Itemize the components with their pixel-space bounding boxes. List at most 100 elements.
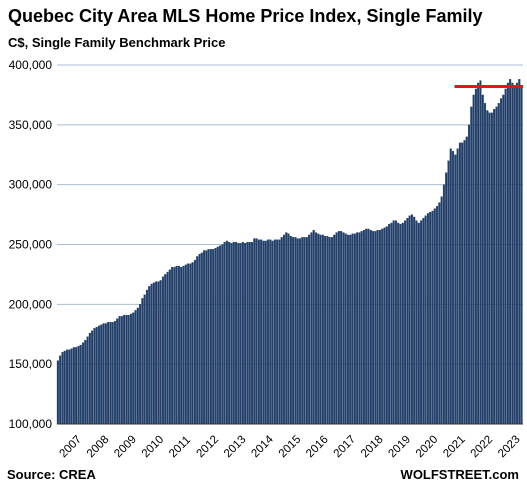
price-bar [271, 240, 274, 425]
price-bar [458, 142, 461, 425]
price-bar [513, 85, 516, 425]
price-bar [481, 94, 484, 425]
price-bar [410, 214, 413, 425]
price-bar [118, 316, 121, 425]
x-tick-label: 2009 [112, 434, 139, 461]
price-bar [109, 322, 112, 425]
price-bar [520, 85, 523, 425]
price-bar [132, 312, 135, 425]
price-bar [486, 110, 489, 425]
price-bar [296, 238, 299, 425]
price-bar [394, 220, 397, 425]
x-tick-label: 2008 [85, 434, 112, 461]
price-bar [413, 216, 416, 425]
price-bar [262, 240, 265, 425]
price-bar [442, 184, 445, 425]
price-bar [516, 82, 519, 425]
price-bar [454, 154, 457, 425]
price-bar [397, 222, 400, 425]
price-bar [436, 206, 439, 425]
price-bar [116, 318, 119, 425]
price-bar [180, 267, 183, 425]
price-bar [107, 322, 110, 425]
price-bar [470, 106, 473, 425]
price-bar [155, 281, 158, 425]
price-bar [152, 282, 155, 425]
price-bar [189, 263, 192, 425]
price-bar [426, 213, 429, 425]
price-bar [374, 231, 377, 425]
price-bar [86, 336, 89, 425]
y-tick-label: 350,000 [9, 118, 53, 132]
price-bar [177, 265, 180, 425]
price-bar [330, 237, 333, 425]
price-bar [196, 256, 199, 425]
price-bar [184, 264, 187, 425]
price-bar [168, 269, 171, 425]
price-bar [145, 289, 148, 425]
price-bar [477, 82, 480, 425]
price-bar [255, 238, 258, 425]
price-bar [221, 244, 224, 425]
price-bar [461, 142, 464, 425]
price-bar [488, 112, 491, 425]
price-bar [317, 233, 320, 425]
price-bar [511, 82, 514, 425]
price-bar [344, 233, 347, 425]
price-bar [328, 237, 331, 425]
price-bar [385, 226, 388, 425]
price-bar [340, 231, 343, 425]
price-bar [232, 241, 235, 425]
price-bar [235, 241, 238, 425]
price-bar [280, 237, 283, 425]
price-bar [429, 212, 432, 425]
price-bar [472, 94, 475, 425]
source-label: Source: CREA [7, 467, 96, 482]
price-bar [283, 234, 286, 425]
y-tick-label: 250,000 [9, 238, 53, 252]
price-bar [200, 252, 203, 425]
price-bar [228, 241, 231, 425]
price-bar [308, 234, 311, 425]
price-bar [518, 79, 521, 425]
x-tick-label: 2012 [195, 434, 222, 461]
price-bar [431, 210, 434, 425]
price-bar [70, 348, 73, 425]
price-bar [335, 232, 338, 425]
price-bar [369, 230, 372, 425]
price-bar [175, 265, 178, 425]
y-tick-label: 400,000 [9, 58, 53, 72]
price-bar [79, 344, 82, 425]
price-bar [253, 238, 256, 425]
price-bar [150, 283, 153, 425]
price-bar [239, 243, 242, 425]
price-bar [207, 249, 210, 425]
price-bar [66, 349, 68, 425]
price-bar [333, 234, 336, 425]
y-tick-label: 150,000 [9, 357, 53, 371]
price-bar [264, 240, 267, 425]
x-tick-label: 2016 [304, 434, 331, 461]
price-bar [129, 313, 132, 425]
price-bar [287, 233, 290, 425]
price-bar [164, 274, 167, 425]
price-bar [88, 332, 91, 425]
price-bar [490, 112, 493, 425]
price-bar [301, 237, 304, 425]
price-bar [68, 349, 71, 425]
price-bar [171, 267, 174, 425]
price-bar [358, 232, 361, 425]
price-bar [319, 234, 322, 425]
price-bar [95, 326, 98, 425]
price-bar [269, 239, 272, 425]
price-bar [214, 247, 217, 425]
price-bar [424, 215, 427, 425]
price-bar [223, 241, 226, 425]
price-bar [125, 314, 128, 425]
price-bar [75, 347, 78, 425]
price-bar [237, 243, 240, 425]
x-tick-label: 2015 [277, 434, 304, 461]
price-bar [251, 241, 254, 425]
price-bar [100, 324, 103, 425]
price-bar [445, 172, 448, 425]
